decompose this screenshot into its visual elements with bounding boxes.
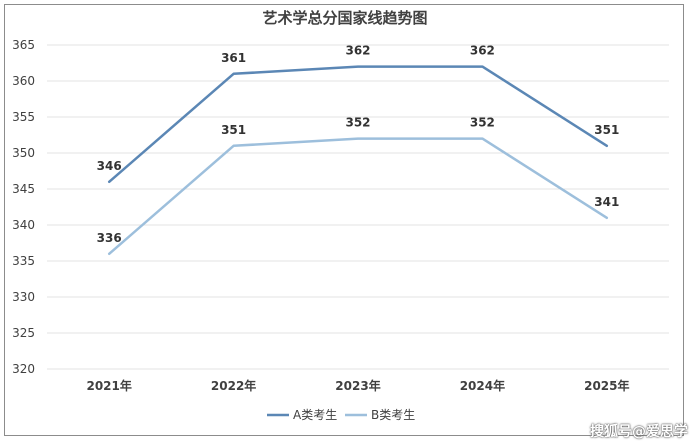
y-tick-label: 360 xyxy=(12,74,35,88)
y-tick-label: 330 xyxy=(12,290,35,304)
line-chart: 艺术学总分国家线趋势图 320 325 330 335 340 345 350 355 360 3… xyxy=(12,9,669,422)
x-tick-label: 2021年 xyxy=(86,378,131,393)
x-tick-label: 2023年 xyxy=(335,378,380,393)
y-tick-label: 320 xyxy=(12,362,35,376)
x-tick-label: 2025年 xyxy=(584,378,629,393)
legend-label: B类考生 xyxy=(371,408,415,422)
y-tick-label: 335 xyxy=(12,254,35,268)
data-label: 351 xyxy=(221,123,246,137)
y-tick-label: 345 xyxy=(12,182,35,196)
data-label: 346 xyxy=(97,159,122,173)
data-label: 336 xyxy=(97,231,122,245)
y-tick-label: 325 xyxy=(12,326,35,340)
data-label: 352 xyxy=(345,116,370,130)
chart-frame: 艺术学总分国家线趋势图 320 325 330 335 340 345 350 355 360 3… xyxy=(4,4,684,436)
y-tick-label: 350 xyxy=(12,146,35,160)
watermark-text: 搜狐号@爱思学 xyxy=(590,424,688,440)
y-tick-label: 365 xyxy=(12,38,35,52)
data-label: 352 xyxy=(470,116,495,130)
x-tick-label: 2022年 xyxy=(211,378,256,393)
legend-label: A类考生 xyxy=(293,408,337,422)
series-line-1 xyxy=(107,65,609,184)
y-tick-label: 355 xyxy=(12,110,35,124)
data-label: 341 xyxy=(594,195,619,209)
data-label: 362 xyxy=(470,44,495,58)
data-label: 351 xyxy=(594,123,619,137)
x-tick-label: 2024年 xyxy=(460,378,505,393)
series-line-2 xyxy=(107,137,609,256)
y-tick-label: 340 xyxy=(12,218,35,232)
chart-title: 艺术学总分国家线趋势图 xyxy=(262,9,427,27)
data-label: 362 xyxy=(345,44,370,58)
data-label: 361 xyxy=(221,51,246,65)
